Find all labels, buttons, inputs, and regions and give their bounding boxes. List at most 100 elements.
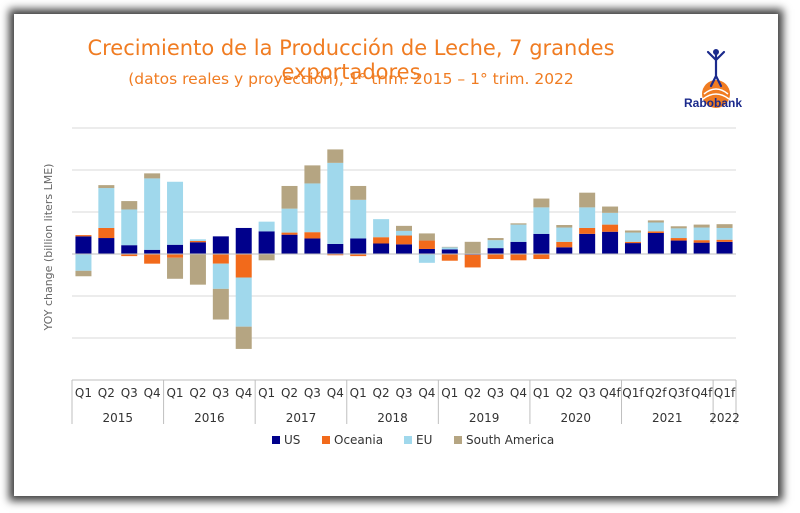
bar-eu bbox=[556, 227, 573, 242]
quarter-tick-label: Q3 bbox=[212, 386, 229, 400]
quarter-tick-label: Q1f bbox=[714, 386, 736, 400]
bar-eu bbox=[121, 209, 138, 246]
bar-us bbox=[350, 238, 367, 254]
bar-eu bbox=[579, 207, 596, 228]
bar-eu bbox=[98, 188, 115, 228]
bar-us bbox=[556, 247, 573, 254]
slide: Crecimiento de la Producción de Leche, 7… bbox=[14, 14, 778, 496]
quarter-tick-label: Q4 bbox=[235, 386, 252, 400]
bar-south-america bbox=[533, 198, 550, 208]
bar-oceania bbox=[144, 254, 161, 264]
bar-us bbox=[144, 249, 161, 254]
quarter-tick-label: Q4 bbox=[510, 386, 527, 400]
bar-eu bbox=[304, 183, 321, 233]
bar-eu bbox=[350, 199, 367, 239]
bar-oceania bbox=[327, 254, 344, 256]
bar-us bbox=[167, 244, 184, 254]
bar-south-america bbox=[189, 254, 206, 285]
bar-us bbox=[647, 233, 664, 254]
legend-swatch bbox=[454, 436, 462, 444]
bar-oceania bbox=[304, 232, 321, 239]
bar-eu bbox=[602, 212, 619, 225]
legend-label: Oceania bbox=[334, 433, 383, 447]
bar-south-america bbox=[670, 226, 687, 229]
legend-swatch bbox=[272, 436, 280, 444]
bar-us bbox=[212, 236, 229, 254]
legend-label: South America bbox=[466, 433, 554, 447]
bar-south-america bbox=[510, 223, 527, 225]
legend-swatch bbox=[322, 436, 330, 444]
bar-south-america bbox=[98, 185, 115, 189]
bar-south-america bbox=[602, 206, 619, 213]
bar-oceania bbox=[441, 254, 458, 261]
bar-south-america bbox=[693, 224, 710, 228]
quarter-tick-label: Q3 bbox=[395, 386, 412, 400]
bar-oceania bbox=[579, 227, 596, 234]
bar-south-america bbox=[212, 288, 229, 320]
bar-us bbox=[487, 248, 504, 254]
bar-us bbox=[75, 236, 92, 254]
bar-oceania bbox=[98, 227, 115, 239]
bar-eu bbox=[167, 181, 184, 245]
chart-area: YOY change (billion liters LME) 2015 2016 2… bbox=[42, 127, 740, 447]
bar-south-america bbox=[258, 254, 275, 261]
bar-us bbox=[510, 241, 527, 254]
bar-eu bbox=[647, 222, 664, 232]
quarter-tick-label: Q4 bbox=[418, 386, 435, 400]
bar-eu bbox=[373, 219, 390, 238]
chart-subtitle: (datos reales y proyección), 1° trim. 20… bbox=[128, 70, 574, 88]
quarter-tick-label: Q3 bbox=[121, 386, 138, 400]
quarter-tick-label: Q1f bbox=[622, 386, 644, 400]
bar-south-america bbox=[396, 225, 412, 231]
bar-us bbox=[602, 231, 619, 254]
bar-us bbox=[327, 243, 344, 254]
bar-south-america bbox=[487, 238, 504, 241]
bar-us bbox=[121, 245, 138, 254]
bar-us bbox=[693, 242, 710, 254]
bar-oceania bbox=[75, 235, 92, 237]
rabobank-logo-text: Rabobank bbox=[683, 96, 742, 110]
bar-oceania bbox=[396, 235, 412, 245]
quarter-tick-label: Q2 bbox=[373, 386, 390, 400]
bar-oceania bbox=[350, 254, 367, 257]
bar-eu bbox=[235, 277, 252, 327]
bar-eu bbox=[487, 240, 504, 249]
bar-eu bbox=[533, 207, 550, 234]
quarter-tick-label: Q2 bbox=[189, 386, 206, 400]
bar-us bbox=[670, 240, 687, 254]
bar-oceania bbox=[212, 254, 229, 264]
quarter-tick-label: Q2 bbox=[556, 386, 573, 400]
bar-south-america bbox=[75, 270, 92, 277]
bar-oceania bbox=[235, 254, 252, 278]
bar-eu bbox=[670, 228, 687, 239]
bar-us bbox=[373, 243, 390, 254]
quarter-tick-label: Q1 bbox=[258, 386, 275, 400]
bar-south-america bbox=[350, 185, 367, 200]
bar-oceania bbox=[647, 231, 664, 233]
bar-oceania bbox=[189, 240, 206, 243]
bar-eu bbox=[418, 254, 435, 263]
quarter-tick-label: Q3 bbox=[579, 386, 596, 400]
bar-south-america bbox=[121, 201, 138, 210]
bar-eu bbox=[693, 227, 710, 241]
bar-oceania bbox=[487, 254, 504, 260]
quarter-tick-label: Q4f bbox=[599, 386, 621, 400]
bar-us bbox=[396, 244, 412, 254]
bar-eu bbox=[75, 254, 92, 271]
bar-oceania bbox=[533, 254, 550, 260]
bar-us bbox=[533, 233, 550, 254]
bar-oceania bbox=[670, 238, 687, 241]
bar-eu bbox=[396, 230, 412, 236]
bar-eu bbox=[716, 227, 733, 240]
quarter-tick-label: Q2 bbox=[281, 386, 298, 400]
year-tick-label: 2015 bbox=[103, 411, 134, 425]
bar-us bbox=[98, 238, 115, 254]
legend-label: EU bbox=[416, 433, 432, 447]
bar-us bbox=[624, 243, 641, 254]
legend-label: US bbox=[284, 433, 300, 447]
bar-oceania bbox=[121, 254, 138, 257]
chart-title: Crecimiento de la Producción de Leche, 7… bbox=[87, 36, 615, 84]
quarter-tick-label: Q4f bbox=[691, 386, 713, 400]
bar-oceania bbox=[281, 232, 298, 235]
bar-oceania bbox=[418, 240, 435, 249]
